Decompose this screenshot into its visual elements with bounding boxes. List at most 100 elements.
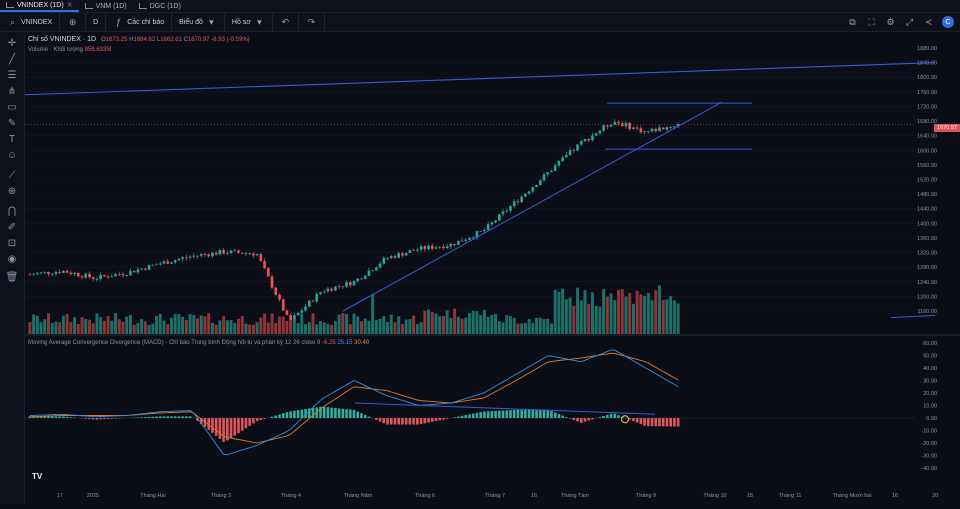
gear-icon[interactable]: ⚙: [885, 17, 896, 28]
time-tick-label: Tháng 7: [485, 493, 505, 499]
candle-body: [170, 262, 173, 263]
candle-body: [43, 272, 46, 273]
volume-bar: [550, 324, 553, 334]
ruler-icon[interactable]: ⟋: [5, 168, 19, 182]
symbol-search[interactable]: ⌕ VNINDEX: [0, 13, 60, 31]
volume-bar: [345, 314, 348, 334]
macd-histogram-bar: [401, 418, 404, 425]
macd-histogram-bar: [658, 418, 661, 426]
volume-bar: [531, 323, 534, 334]
macd-histogram-bar: [472, 414, 475, 418]
horizontal-lines-icon[interactable]: ☰: [5, 68, 19, 82]
zoom-icon[interactable]: ⊕: [5, 184, 19, 198]
magnet-icon[interactable]: ⋂: [5, 204, 19, 218]
trend-line-icon[interactable]: ╱: [5, 52, 19, 66]
volume-bar: [658, 285, 661, 334]
rectangle-icon[interactable]: ▭: [5, 100, 19, 114]
candle-body: [528, 191, 531, 193]
candle-body: [96, 279, 99, 280]
candle-body: [539, 180, 542, 185]
volume-bar: [103, 321, 106, 334]
avatar[interactable]: C: [942, 16, 954, 28]
search-icon: ⌕: [7, 17, 18, 28]
macd-histogram-bar: [390, 418, 393, 425]
plus-circle-icon: ⊕: [67, 17, 78, 28]
volume-bar: [464, 318, 467, 334]
lock-drawing-icon[interactable]: ✐: [5, 220, 19, 234]
candle-body: [666, 127, 669, 129]
candle-body: [107, 276, 110, 277]
chart-type-button[interactable]: Biểu đồ ▾: [172, 13, 225, 31]
volume-bar: [423, 311, 426, 334]
trash-icon[interactable]: 🗑: [5, 270, 19, 284]
indicators-button[interactable]: ƒ Các chỉ báo: [106, 13, 172, 31]
volume-bar: [66, 314, 69, 334]
candle-body: [364, 276, 367, 279]
volume-bar: [244, 324, 247, 334]
volume-bar: [360, 321, 363, 334]
signal-line: [30, 353, 678, 443]
interval-button[interactable]: D: [86, 13, 106, 31]
profile-button[interactable]: Hồ sơ ▾: [225, 13, 273, 31]
candle-body: [368, 271, 371, 276]
macd-histogram-bar: [602, 416, 605, 418]
volume-bar: [200, 316, 203, 334]
macd-histogram-bar: [438, 418, 441, 420]
close-icon[interactable]: ✕: [67, 1, 73, 9]
macd-params: 12 26 close 9: [285, 340, 321, 346]
candle-body: [323, 291, 326, 292]
lock-icon[interactable]: ⊡: [5, 236, 19, 250]
volume-bar: [461, 319, 464, 334]
text-icon[interactable]: T: [5, 132, 19, 146]
candle-body: [416, 250, 419, 251]
volume-bar: [602, 289, 605, 334]
macd-histogram-bar: [66, 417, 69, 418]
crosshair-icon[interactable]: ✛: [5, 36, 19, 50]
macd-histogram-bar: [289, 411, 292, 418]
macd-histogram-bar: [494, 411, 497, 418]
candle-body: [125, 275, 128, 276]
macd-histogram-bar: [468, 414, 471, 418]
candle-body: [502, 211, 505, 214]
undo-button[interactable]: ↶: [273, 13, 299, 31]
chart-canvas[interactable]: 1880.001840.001800.001760.001720.001680.…: [25, 32, 960, 504]
candle-body: [159, 264, 162, 265]
time-tick-label: 16: [892, 493, 898, 499]
candle-body: [51, 274, 54, 275]
current-price-label: 1670.97: [934, 124, 960, 132]
compare-button[interactable]: ⊕: [60, 13, 86, 31]
volume-bar: [136, 323, 139, 334]
candle-body: [602, 125, 605, 130]
eye-icon[interactable]: ◉: [5, 252, 19, 266]
expand-icon[interactable]: ⤢: [904, 17, 915, 28]
macd-histogram-bar: [349, 410, 352, 418]
volume-bar: [99, 317, 102, 334]
volume-bar: [326, 324, 329, 334]
tab-vnm[interactable]: VNM (1D): [79, 0, 133, 12]
volume-bar: [47, 313, 50, 334]
share-icon[interactable]: ≺: [923, 17, 934, 28]
redo-button[interactable]: ↷: [299, 13, 325, 31]
candle-body: [62, 271, 65, 273]
volume-bar: [420, 322, 423, 334]
brush-icon[interactable]: ✎: [5, 116, 19, 130]
tab-label: VNINDEX (1D): [17, 2, 64, 9]
candle-body: [185, 257, 188, 258]
volume-bar: [367, 321, 370, 334]
screenshot-icon[interactable]: ⧉: [847, 17, 858, 28]
emoji-icon[interactable]: ☺: [5, 148, 19, 162]
tab-vnindex[interactable]: VNINDEX (1D) ✕: [0, 0, 79, 12]
macd-histogram-bar: [356, 412, 359, 418]
macd-histogram-bar: [338, 408, 341, 418]
volume-bar: [133, 325, 136, 334]
pitchfork-icon[interactable]: ⋔: [5, 84, 19, 98]
candle-body: [628, 123, 631, 129]
tab-dgc[interactable]: DGC (1D): [133, 0, 187, 12]
macd-histogram-bar: [166, 416, 169, 418]
volume-bar: [181, 317, 184, 334]
candle-body: [248, 253, 251, 254]
fullscreen-icon[interactable]: ⛶: [866, 17, 877, 28]
volume-bar: [528, 319, 531, 334]
volume-bar: [32, 314, 35, 334]
